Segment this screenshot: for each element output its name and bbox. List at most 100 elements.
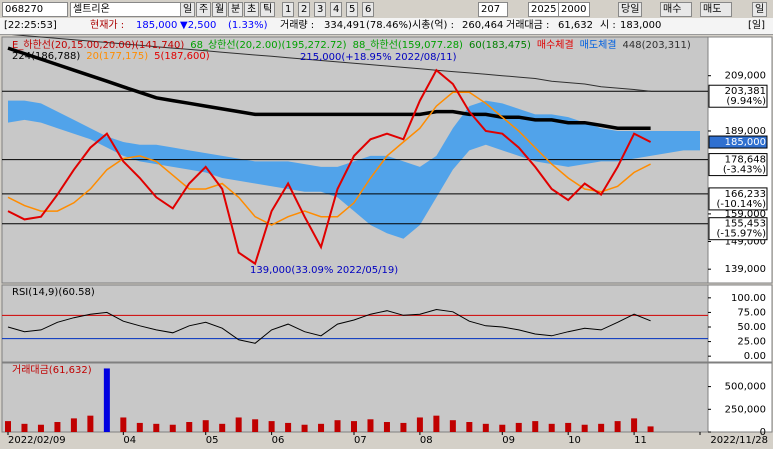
legend-item: E_하한선(20,15.00,20.00)(141,740)	[12, 38, 184, 51]
amount-input[interactable]: 2000	[558, 2, 590, 17]
bar	[367, 419, 374, 432]
y-tick-label: 159,000	[725, 209, 766, 220]
bar	[334, 420, 341, 432]
legend-item: 매도체결	[580, 39, 617, 51]
bar	[449, 420, 456, 432]
axis-bg	[707, 362, 773, 433]
x-tick-label: 09	[502, 435, 515, 446]
count-input[interactable]: 207	[478, 2, 508, 17]
bar	[169, 424, 176, 432]
period-btn[interactable]: 월	[212, 2, 228, 17]
x-tick-label: 08	[420, 435, 433, 446]
x-tick-label: 06	[272, 435, 285, 446]
price-box	[708, 153, 768, 177]
bar	[318, 423, 325, 432]
change-pct: (1.33%)	[228, 20, 268, 31]
legend-item: 5(187,600)	[154, 51, 210, 62]
y-tick-label: 250,000	[725, 404, 766, 415]
code-input[interactable]: 068270	[2, 2, 68, 17]
price: 185,000	[136, 20, 178, 31]
y-tick-label: 75.00	[737, 307, 766, 318]
bar	[5, 421, 11, 432]
bar	[70, 418, 77, 432]
bar	[136, 422, 143, 432]
legend-item: 88_하한선(159,077.28)	[353, 38, 463, 51]
bar	[21, 423, 28, 432]
y-tick-label: 139,000	[725, 264, 766, 275]
y-tick-label: 149,000	[725, 237, 766, 248]
bar	[532, 421, 539, 432]
bar	[614, 421, 621, 432]
num-btn[interactable]: 5	[346, 2, 359, 17]
x-tick-label: 04	[123, 435, 136, 446]
open: 183,000	[620, 20, 662, 31]
y-tick-label: 0.00	[744, 351, 766, 362]
y-tick-label: 209,000	[725, 71, 766, 82]
num-btn[interactable]: 4	[330, 2, 343, 17]
y-tick-label: 0	[760, 427, 766, 438]
panel-title: RSI(14,9)(60.58)	[12, 287, 95, 298]
price-box-label: 155,453	[725, 219, 766, 230]
x-tick-label: 10	[568, 435, 581, 446]
line	[7, 46, 651, 130]
info-bar: [22:25:53] 현재가 : 185,000 ▼2,500 (1.33%) …	[0, 18, 773, 35]
y-tick-label: 189,000	[725, 126, 766, 137]
num-btn[interactable]: 2	[298, 2, 311, 17]
bar	[103, 368, 110, 432]
trade: 61,632	[558, 20, 593, 31]
bar	[466, 422, 473, 432]
annotation: 139,000(33.09% 2022/05/19)	[250, 265, 398, 276]
sell-btn[interactable]: 매도	[700, 2, 732, 17]
num-btn[interactable]: 1	[282, 2, 295, 17]
time: [22:25:53]	[4, 20, 57, 31]
legend-item: 68_상한선(20,2.00)(195,272.72)	[190, 39, 346, 51]
price-box	[708, 135, 768, 149]
bar	[285, 422, 292, 432]
price-box-label: 203,381	[725, 86, 766, 97]
period-btn[interactable]: 주	[196, 2, 212, 17]
bar	[416, 417, 423, 432]
panel-title: 거래대금(61,632)	[12, 364, 92, 376]
y-tick-label: 500,000	[725, 382, 766, 393]
bar	[202, 420, 209, 432]
unit-btn[interactable]: 일	[752, 2, 768, 17]
num-btn[interactable]: 3	[314, 2, 327, 17]
period-btn[interactable]: 틱	[260, 2, 276, 17]
bar	[515, 422, 522, 432]
bar	[252, 419, 259, 432]
bar	[268, 421, 275, 432]
num-btn[interactable]: 6	[362, 2, 375, 17]
label: 거래량 :	[280, 20, 315, 31]
y-tick-label: 25.00	[737, 337, 766, 348]
bar	[186, 422, 193, 432]
x-tick-label: 2022/02/09	[8, 435, 66, 446]
bar	[54, 422, 61, 432]
bar	[548, 423, 555, 432]
period-btn[interactable]: 분	[228, 2, 244, 17]
legend-item: 매수체결	[537, 39, 574, 51]
period: [일]	[748, 20, 766, 31]
bar	[631, 418, 638, 432]
bar	[120, 417, 127, 432]
total-input[interactable]: 2025	[528, 2, 560, 17]
bar	[301, 424, 308, 432]
line	[11, 35, 651, 92]
name-input[interactable]: 셀트리온	[70, 2, 181, 17]
line	[7, 308, 651, 344]
period-btn[interactable]: 초	[244, 2, 260, 17]
today-check[interactable]: 당일	[618, 2, 643, 17]
annotation: 215,000(+18.95% 2022/08/11)	[300, 52, 457, 63]
toolbar: 068270 셀트리온 일 주 월 분 초 틱 1 2 3 4 5 6 207 …	[0, 0, 773, 18]
axis-bg	[707, 284, 773, 363]
bar	[499, 424, 506, 432]
bar	[153, 423, 160, 432]
bar	[565, 422, 572, 432]
buy-btn[interactable]: 매수	[660, 2, 692, 17]
cloud	[8, 100, 700, 239]
volume-pct: (78.46%)	[366, 20, 412, 31]
legend-item: 20(177,175)	[86, 51, 148, 62]
x-tick-label: 11	[634, 435, 647, 446]
period-btn[interactable]: 일	[180, 2, 196, 17]
bar	[383, 422, 390, 432]
